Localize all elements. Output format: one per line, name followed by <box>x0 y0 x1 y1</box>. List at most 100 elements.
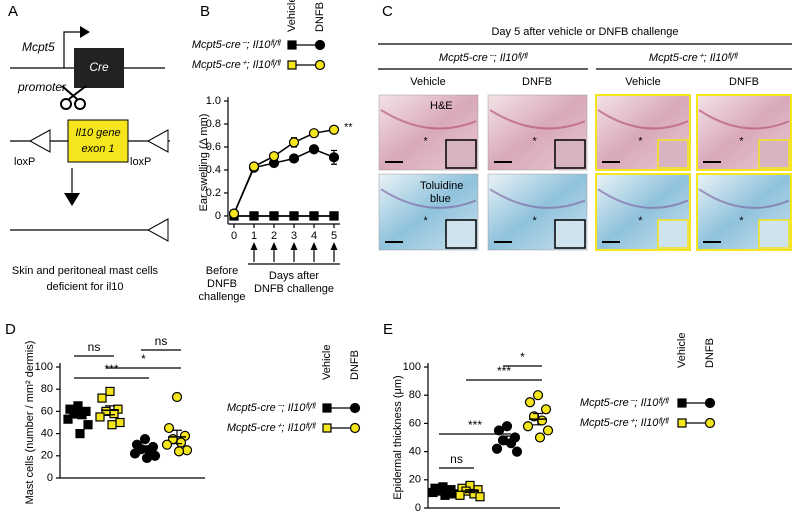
point <box>501 421 513 432</box>
legend-marker <box>322 423 332 433</box>
legend-label: Mcpt5-cre⁻; Il10ᶠˡ/ᶠˡ <box>580 397 669 409</box>
point <box>455 490 465 500</box>
stain-label: H&E <box>430 100 453 112</box>
legend-label: Mcpt5-cre⁺; Il10ᶠˡ/ᶠˡ <box>192 59 281 71</box>
promoter-arrow <box>63 31 80 68</box>
point <box>228 208 240 219</box>
inset <box>657 219 689 249</box>
sem-bar <box>438 489 448 494</box>
y-tick-label: 0.2 <box>206 187 221 199</box>
arrow-head <box>64 193 80 206</box>
point <box>171 391 183 403</box>
point <box>309 211 319 221</box>
sem-bar <box>73 410 83 419</box>
arrow-head <box>310 242 318 250</box>
x-annotation: challenge <box>198 291 245 303</box>
y-axis-label: Mast cells (number / mm² dermis) <box>24 341 36 505</box>
panel-a: A Cre Mcpt5 promoter Il10 gene exon 1 lo… <box>8 3 170 293</box>
point <box>542 425 554 436</box>
y-tick-label: 20 <box>409 474 421 486</box>
promoter-label: promoter <box>17 80 67 94</box>
x-tick-label: 2 <box>271 230 277 242</box>
annotation: ** <box>344 122 353 134</box>
promoter-name: Mcpt5 <box>22 40 55 54</box>
significance-label: *** <box>104 362 118 376</box>
tissue-layer <box>380 109 477 130</box>
point <box>522 421 534 432</box>
point <box>288 137 300 148</box>
point <box>63 414 73 424</box>
point <box>129 448 141 459</box>
y-tick-label: 100 <box>35 361 53 373</box>
legend-label: Mcpt5-cre⁻; Il10ᶠˡ/ᶠˡ <box>192 39 281 51</box>
point <box>532 390 544 401</box>
panel-label: D <box>5 321 16 338</box>
inset <box>445 219 477 249</box>
point <box>249 211 259 221</box>
asterisk: * <box>533 135 538 147</box>
point <box>308 144 320 155</box>
x-annotation: DNFB <box>207 278 237 290</box>
point <box>524 397 536 408</box>
legend-marker <box>287 40 297 50</box>
significance-label: ns <box>88 340 101 354</box>
micrograph-grid: * * * * * * * * <box>378 94 792 251</box>
legend-header: Vehicle <box>286 0 298 32</box>
significance-label: ns <box>450 452 463 466</box>
legend-marker <box>314 59 326 71</box>
genotype-header: Mcpt5-cre⁻; Il10ᶠˡ/ᶠˡ <box>439 52 528 64</box>
legend-marker <box>704 397 716 409</box>
point <box>139 434 151 445</box>
legend-marker <box>349 402 361 414</box>
cre-box <box>74 48 124 88</box>
point <box>534 432 546 443</box>
sem-bar <box>140 445 150 451</box>
inset <box>554 139 586 169</box>
point <box>475 492 485 502</box>
point <box>95 412 105 422</box>
exon-label: Il10 gene <box>75 127 120 139</box>
point <box>540 404 552 415</box>
y-tick-label: 1.0 <box>206 95 221 107</box>
asterisk: * <box>739 215 744 227</box>
y-axis-label: Epidermal thickness (μm) <box>392 375 404 499</box>
y-tick-label: 0 <box>215 210 221 222</box>
x-tick-label: 1 <box>251 230 257 242</box>
asterisk: * <box>739 135 744 147</box>
loxp-label: loxP <box>14 156 35 168</box>
asterisk: * <box>533 215 538 227</box>
loxp-triangle <box>146 218 169 242</box>
x-annotation: DNFB challenge <box>254 283 334 295</box>
inset <box>445 139 477 169</box>
arrow-head <box>80 26 90 38</box>
point <box>328 124 340 135</box>
point <box>175 437 187 448</box>
y-tick-label: 80 <box>41 383 53 395</box>
panel-label: C <box>382 3 393 20</box>
asterisk: * <box>638 135 643 147</box>
point <box>83 420 93 430</box>
legend-marker <box>704 417 716 429</box>
sem-bar <box>533 412 543 426</box>
legend-label: Mcpt5-cre⁻; Il10ᶠˡ/ᶠˡ <box>227 402 316 414</box>
caption: deficient for il10 <box>46 281 123 293</box>
point <box>268 151 280 162</box>
legend-marker <box>322 403 332 413</box>
significance-label: * <box>520 350 525 364</box>
legend-marker <box>314 39 326 51</box>
tissue-layer <box>489 109 586 130</box>
tissue-layer <box>380 188 477 209</box>
y-tick-label: 0.8 <box>206 118 221 130</box>
tissue-layer <box>597 188 689 209</box>
asterisk: * <box>424 135 429 147</box>
y-tick-label: 60 <box>41 405 53 417</box>
panel-c: C Day 5 after vehicle or DNFB challenge … <box>378 3 792 251</box>
point <box>428 487 438 498</box>
point <box>163 422 175 434</box>
arrow-head <box>290 242 298 250</box>
point <box>73 401 83 411</box>
point <box>115 417 125 428</box>
x-annotation: Before <box>206 265 238 277</box>
caption: Skin and peritoneal mast cells <box>12 265 159 277</box>
